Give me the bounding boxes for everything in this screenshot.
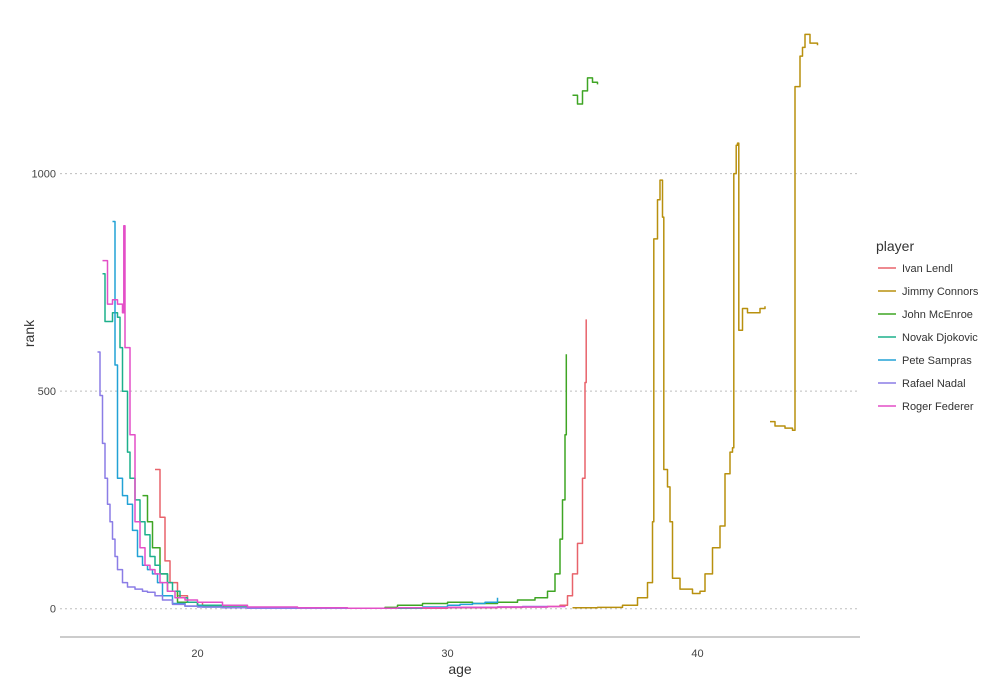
grid-lines [60,173,860,610]
legend-label: John McEnroe [902,309,973,321]
legend-title: player [876,238,914,254]
series-lines [97,33,819,610]
x-axis-title: age [448,661,472,677]
series-line [572,77,599,105]
legend-label: Rafael Nadal [902,378,966,390]
x-tick-label: 30 [441,648,453,660]
series-line [572,142,766,609]
y-axis-ticks: 0 500 1000 [32,169,56,616]
legend-items: Ivan Lendl Jimmy Connors John McEnroe Novak… [878,263,979,413]
x-tick-label: 20 [191,648,203,660]
series-line [155,319,587,610]
legend-label: Roger Federer [902,401,974,413]
legend-label: Pete Sampras [902,355,972,367]
legend-label: Jimmy Connors [902,286,979,298]
series-line [97,351,549,610]
series-line [102,272,423,610]
series-line [142,354,568,610]
y-tick-label: 0 [50,604,56,616]
series-line [102,225,566,610]
series-line [112,220,499,610]
x-tick-label: 40 [691,648,703,660]
legend-label: Ivan Lendl [902,263,953,275]
legend: player Ivan Lendl Jimmy Connors John McEnr… [876,238,979,413]
legend-label: Novak Djokovic [902,332,978,344]
x-axis-ticks: 20 30 40 [191,648,703,660]
y-tick-label: 1000 [32,169,56,181]
y-tick-label: 500 [38,386,56,398]
series-line [770,33,819,432]
y-axis-title: rank [21,319,37,347]
